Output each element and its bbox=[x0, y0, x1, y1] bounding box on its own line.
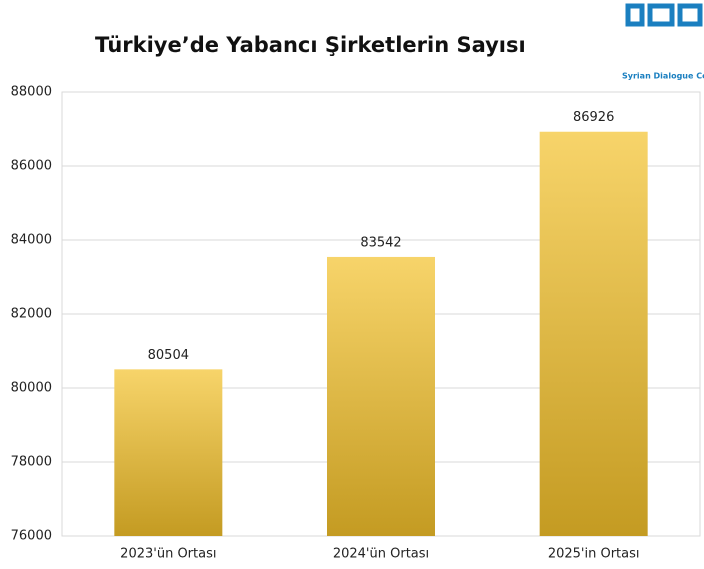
y-tick-label: 82000 bbox=[11, 307, 52, 322]
bar bbox=[327, 256, 435, 536]
x-tick-label: 2025'in Ortası bbox=[548, 547, 640, 562]
y-tick-label: 76000 bbox=[11, 529, 52, 544]
y-tick-label: 80000 bbox=[11, 381, 52, 396]
logo-mark bbox=[625, 3, 703, 27]
chart-title: Türkiye’de Yabancı Şirketlerin Sayısı bbox=[95, 33, 526, 57]
data-label: 83542 bbox=[360, 235, 401, 250]
x-tick-label: 2023'ün Ortası bbox=[120, 547, 216, 562]
bar bbox=[114, 369, 223, 536]
logo-text: Syrian Dialogue Center bbox=[622, 72, 704, 81]
y-tick-label: 88000 bbox=[11, 85, 52, 100]
y-tick-label: 84000 bbox=[11, 233, 52, 248]
data-label: 86926 bbox=[573, 110, 614, 125]
bar bbox=[539, 131, 648, 536]
x-tick-label: 2024'ün Ortası bbox=[333, 547, 429, 562]
y-tick-label: 86000 bbox=[11, 159, 52, 174]
data-label: 80504 bbox=[148, 348, 189, 363]
y-tick-label: 78000 bbox=[11, 455, 52, 470]
